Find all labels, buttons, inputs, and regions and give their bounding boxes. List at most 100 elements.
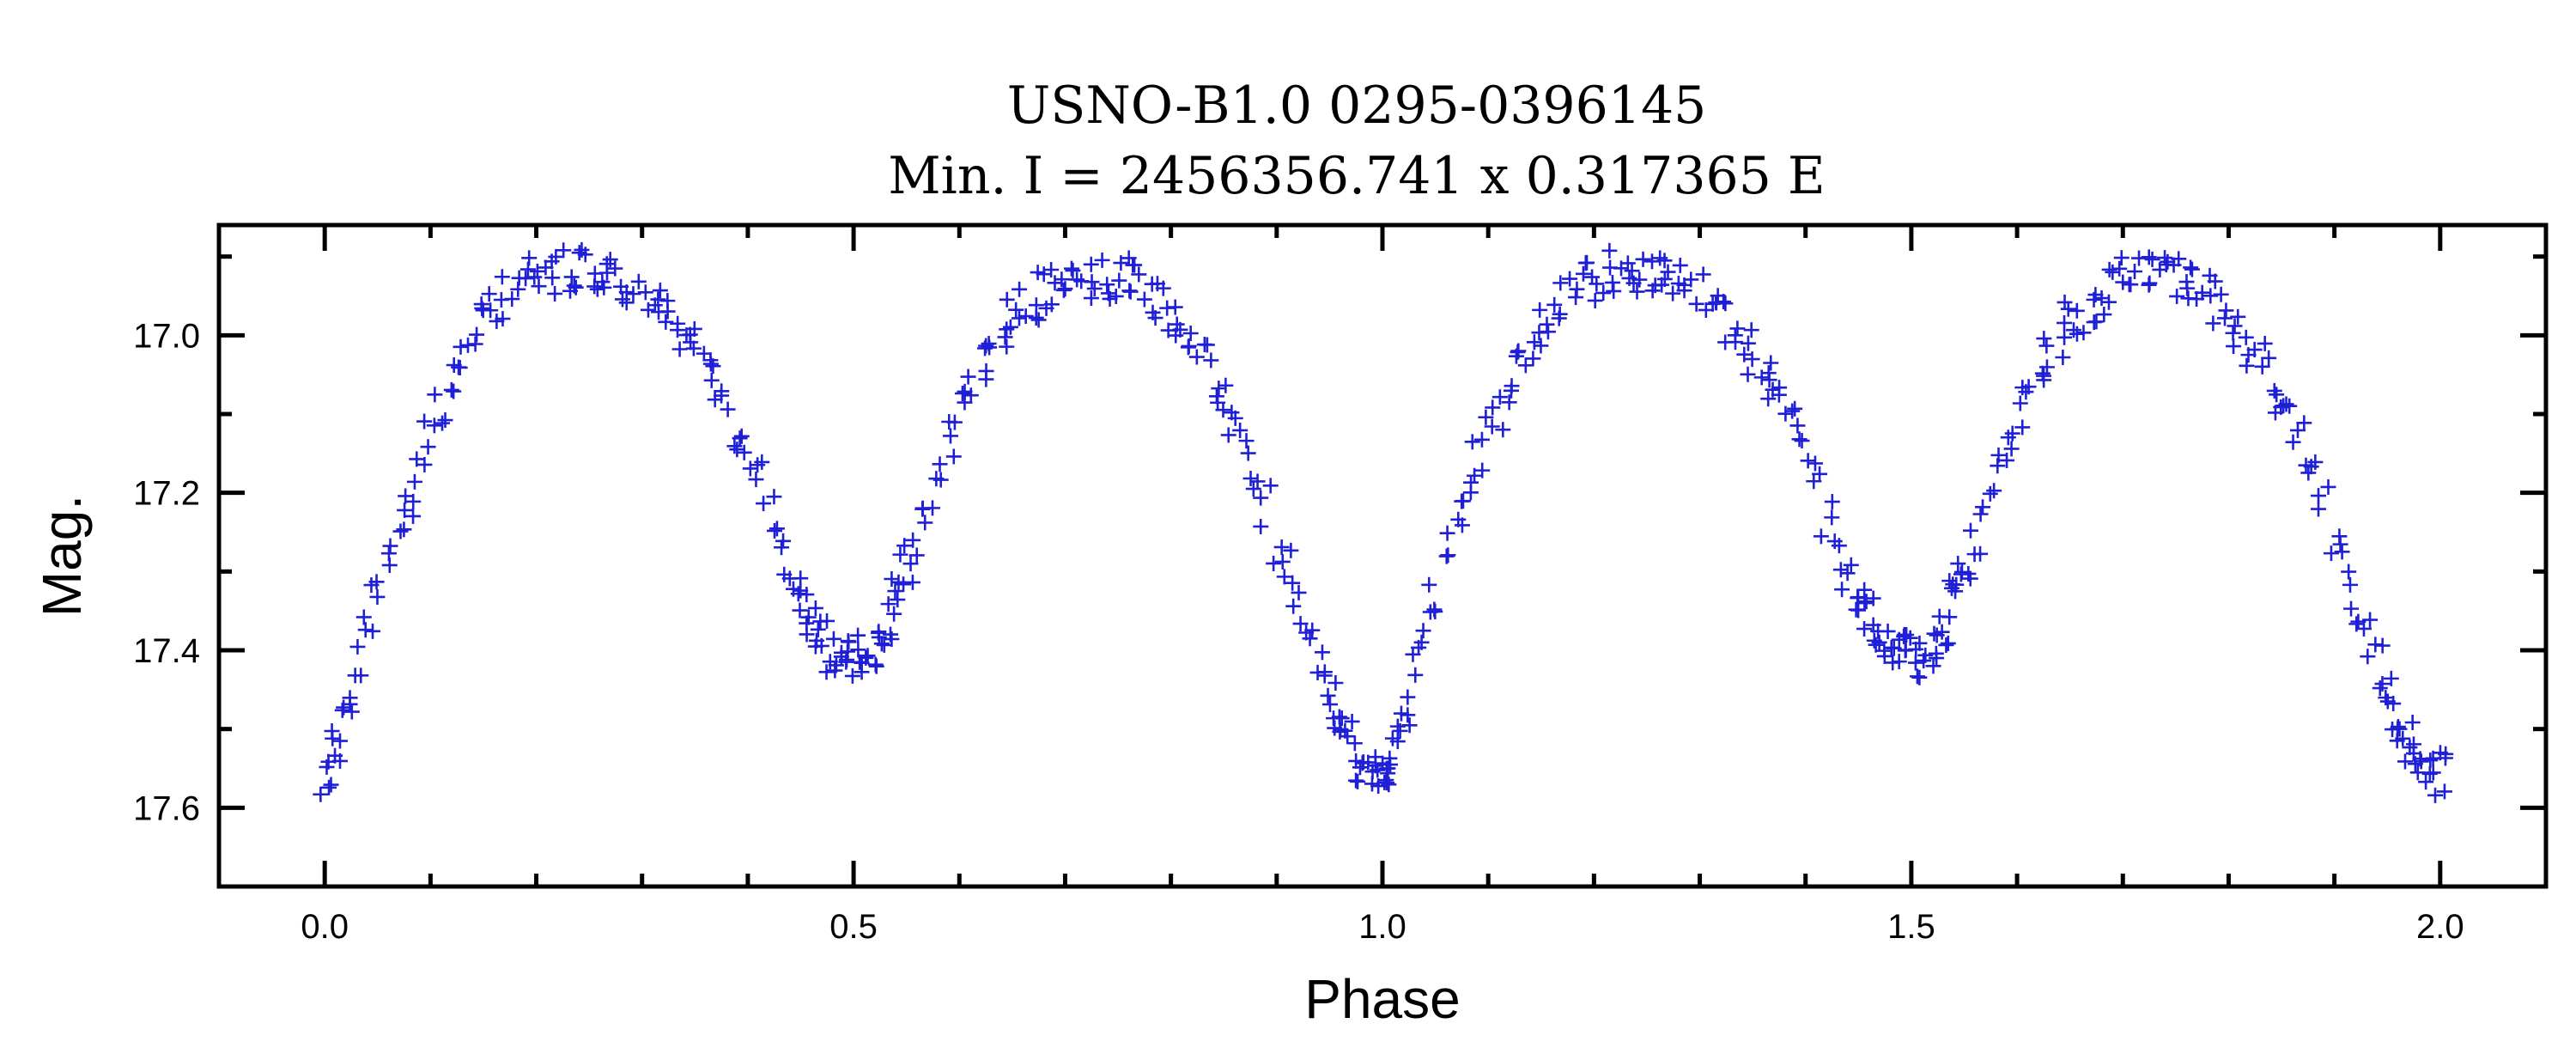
data-point bbox=[1321, 697, 1338, 713]
data-point bbox=[1710, 288, 1726, 304]
y-tick-label: 17.2 bbox=[133, 475, 200, 513]
data-point bbox=[999, 321, 1015, 338]
y-tick-label: 17.4 bbox=[133, 632, 200, 670]
data-point bbox=[2169, 288, 2185, 304]
data-point bbox=[1467, 467, 1483, 484]
data-point bbox=[481, 286, 497, 302]
data-point bbox=[813, 637, 829, 654]
data-point bbox=[2374, 637, 2391, 654]
data-point bbox=[2166, 257, 2182, 273]
data-point bbox=[1242, 470, 1259, 486]
data-point bbox=[1525, 350, 1541, 367]
data-point bbox=[2115, 274, 2131, 290]
data-point bbox=[1401, 717, 1418, 734]
data-point bbox=[625, 286, 641, 302]
data-point bbox=[924, 500, 940, 516]
data-point bbox=[1562, 271, 1578, 287]
data-point bbox=[598, 265, 615, 281]
data-point bbox=[1168, 327, 1184, 344]
data-point bbox=[1727, 327, 1743, 344]
data-point bbox=[1824, 509, 1840, 526]
data-point bbox=[1941, 573, 1958, 589]
data-point bbox=[409, 451, 425, 467]
data-point bbox=[871, 625, 887, 641]
data-point bbox=[1546, 296, 1563, 313]
data-point bbox=[890, 592, 906, 608]
data-point bbox=[1008, 302, 1024, 318]
data-point bbox=[2217, 310, 2233, 326]
data-point bbox=[1291, 584, 1307, 600]
data-point bbox=[1273, 539, 1290, 555]
data-point bbox=[2126, 264, 2142, 280]
data-point bbox=[1740, 335, 1756, 351]
data-point bbox=[682, 326, 698, 343]
data-point bbox=[1784, 403, 1801, 419]
data-point bbox=[2397, 753, 2414, 770]
data-point bbox=[671, 341, 688, 357]
data-point bbox=[2257, 335, 2273, 351]
data-point bbox=[2239, 357, 2255, 374]
data-point bbox=[1771, 380, 1788, 396]
data-point bbox=[1665, 285, 1681, 302]
data-point bbox=[946, 414, 963, 430]
data-point bbox=[1327, 674, 1344, 691]
data-point bbox=[630, 273, 647, 289]
data-point bbox=[2227, 318, 2243, 334]
data-point bbox=[1495, 422, 1511, 438]
data-point bbox=[2391, 721, 2408, 737]
data-point bbox=[1220, 427, 1236, 443]
data-point bbox=[2246, 342, 2263, 358]
data-point bbox=[1629, 283, 1645, 300]
data-point bbox=[416, 413, 433, 430]
data-point bbox=[792, 602, 808, 618]
data-point bbox=[548, 248, 564, 265]
data-point bbox=[1011, 310, 1027, 326]
data-point bbox=[437, 412, 453, 429]
data-point bbox=[544, 270, 561, 286]
data-point bbox=[556, 242, 572, 259]
data-point bbox=[2385, 696, 2402, 712]
data-point bbox=[327, 747, 343, 764]
data-point bbox=[452, 360, 468, 376]
data-point bbox=[1760, 391, 1777, 407]
data-point bbox=[1945, 576, 1961, 593]
data-point bbox=[1111, 272, 1127, 289]
data-point bbox=[1660, 264, 1676, 280]
data-point bbox=[1320, 687, 1336, 704]
data-point bbox=[1907, 655, 1923, 671]
chart-title: USNO-B1.0 0295-0396145 bbox=[1007, 76, 1707, 136]
data-point bbox=[1856, 621, 1873, 637]
data-point bbox=[1813, 528, 1829, 545]
data-point bbox=[474, 300, 490, 316]
data-point bbox=[1871, 634, 1887, 650]
data-point bbox=[670, 322, 686, 338]
data-point bbox=[1953, 564, 1970, 580]
data-point bbox=[1054, 271, 1070, 288]
data-point bbox=[2096, 307, 2112, 323]
data-point bbox=[812, 613, 829, 630]
data-point bbox=[1876, 643, 1893, 659]
data-point bbox=[1474, 462, 1491, 478]
data-point bbox=[529, 263, 545, 279]
data-point bbox=[2360, 649, 2376, 665]
data-point bbox=[1891, 654, 1907, 670]
data-point bbox=[1656, 271, 1673, 287]
axis-ticks bbox=[216, 225, 2549, 887]
data-point bbox=[2038, 359, 2055, 375]
data-point bbox=[1400, 707, 1416, 723]
data-point bbox=[1099, 277, 1115, 293]
data-point bbox=[1856, 582, 1873, 598]
data-point bbox=[2000, 430, 2016, 446]
data-point bbox=[336, 699, 352, 716]
data-point bbox=[2341, 564, 2357, 580]
data-point bbox=[1238, 433, 1255, 449]
data-point bbox=[460, 337, 477, 353]
data-point bbox=[1501, 394, 1517, 411]
data-point bbox=[1568, 289, 1584, 306]
data-point bbox=[2086, 314, 2102, 331]
data-point bbox=[380, 545, 397, 562]
data-point bbox=[1083, 290, 1099, 307]
data-point bbox=[1972, 506, 1989, 522]
data-point bbox=[1083, 256, 1099, 272]
data-point bbox=[1340, 728, 1356, 745]
